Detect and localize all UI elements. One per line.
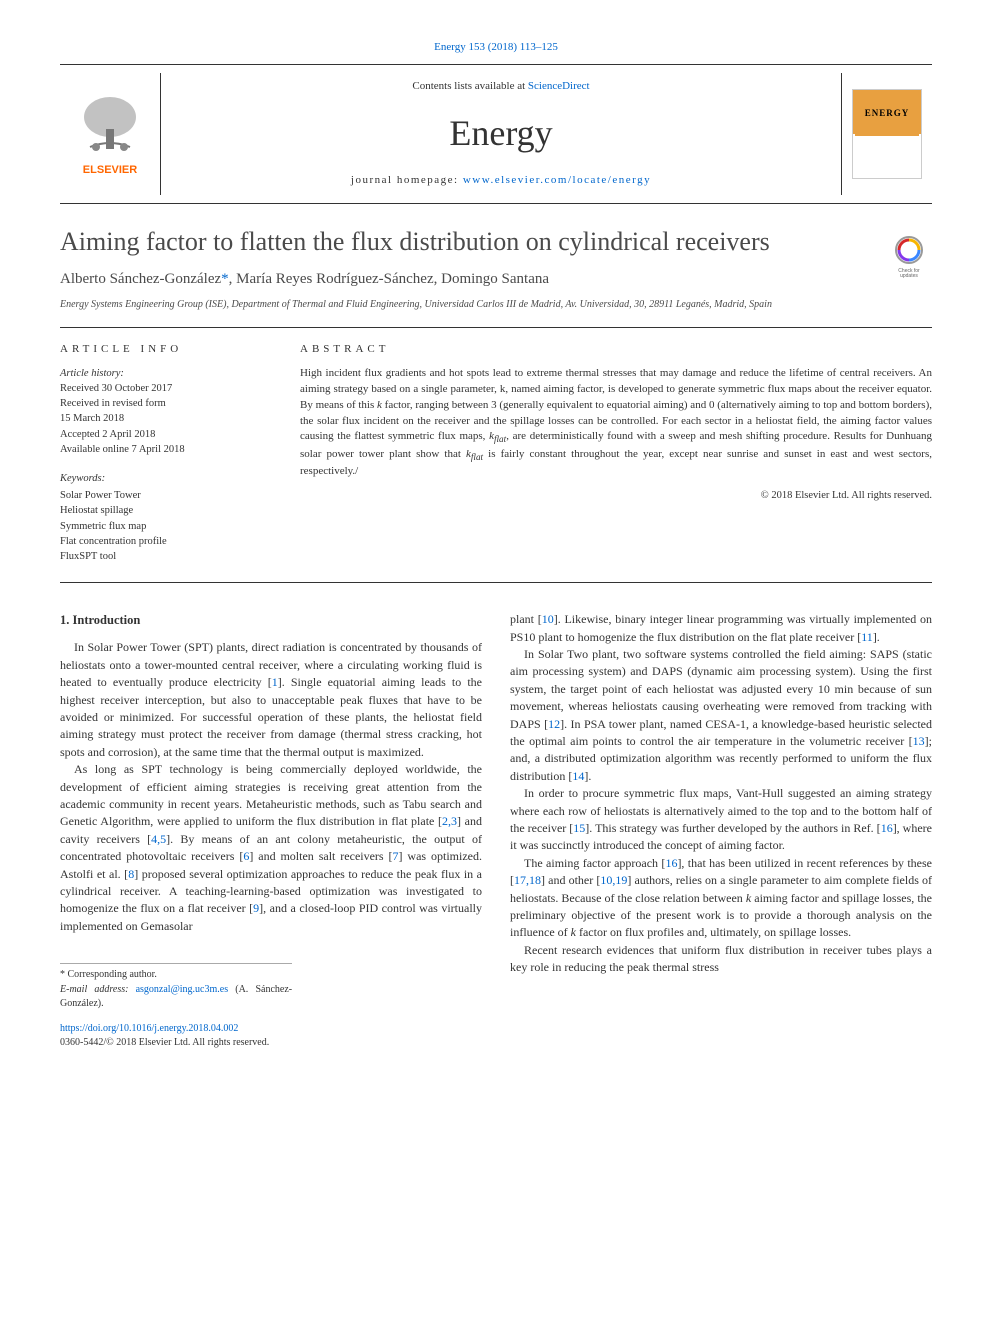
homepage-link[interactable]: www.elsevier.com/locate/energy [463,174,651,186]
cover-label: ENERGY [855,92,919,136]
paragraph: As long as SPT technology is being comme… [60,761,482,935]
paragraph: In order to procure symmetric flux maps,… [510,785,932,855]
abstract-copyright: © 2018 Elsevier Ltd. All rights reserved… [300,488,932,503]
column-left: 1. Introduction In Solar Power Tower (SP… [60,611,482,1050]
corr-email-link[interactable]: asgonzal@ing.uc3m.es [136,984,229,995]
history-item: Accepted 2 April 2018 [60,427,260,442]
banner-center: Contents lists available at ScienceDirec… [160,73,842,195]
sciencedirect-link[interactable]: ScienceDirect [528,80,590,92]
paragraph: The aiming factor approach [16], that ha… [510,855,932,942]
author-1: Alberto Sánchez-González [60,271,221,287]
corr-line: * Corresponding author. [60,968,292,983]
title-block: Check for updates Aiming factor to flatt… [60,226,932,328]
abstract-block: abstract High incident flux gradients an… [300,342,932,565]
keyword: FluxSPT tool [60,549,260,564]
keyword: Solar Power Tower [60,488,260,503]
column-right: plant [10]. Likewise, binary integer lin… [510,611,932,1050]
abstract-text: High incident flux gradients and hot spo… [300,366,932,481]
keyword: Symmetric flux map [60,519,260,534]
authors-line: Alberto Sánchez-González*, María Reyes R… [60,269,932,291]
body-columns: 1. Introduction In Solar Power Tower (SP… [60,611,932,1050]
homepage-line: journal homepage: www.elsevier.com/locat… [171,173,831,189]
cover-thumb-cell: ENERGY [842,89,932,179]
history-item: Received 30 October 2017 [60,381,260,396]
journal-banner: ELSEVIER Contents lists available at Sci… [60,64,932,204]
journal-name: Energy [171,107,831,159]
keyword: Flat concentration profile [60,534,260,549]
issn-line: 0360-5442/© 2018 Elsevier Ltd. All right… [60,1037,269,1048]
paragraph: plant [10]. Likewise, binary integer lin… [510,611,932,646]
elsevier-tree-icon: ELSEVIER [70,89,150,179]
corresponding-footer: * Corresponding author. E-mail address: … [60,963,292,1012]
contents-prefix: Contents lists available at [412,80,527,92]
contents-line: Contents lists available at ScienceDirec… [171,79,831,95]
paper-title: Aiming factor to flatten the flux distri… [60,226,932,259]
homepage-prefix: journal homepage: [351,174,463,186]
history-item: Available online 7 April 2018 [60,442,260,457]
email-label: E-mail address: [60,984,136,995]
paragraph: In Solar Power Tower (SPT) plants, direc… [60,639,482,761]
history-item: Received in revised form [60,396,260,411]
affiliation: Energy Systems Engineering Group (ISE), … [60,298,932,313]
publine-link[interactable]: Energy 153 (2018) 113–125 [434,41,558,53]
paragraph: Recent research evidences that uniform f… [510,942,932,977]
article-info-block: article info Article history: Received 3… [60,342,260,565]
journal-cover-icon: ENERGY [852,89,922,179]
author-2: María Reyes Rodríguez-Sánchez [236,271,433,287]
section-heading-intro: 1. Introduction [60,611,482,629]
doi-link[interactable]: https://doi.org/10.1016/j.energy.2018.04… [60,1023,238,1034]
history-label: Article history: [60,366,260,381]
elsevier-logo-cell: ELSEVIER [60,89,160,179]
crossmark-icon[interactable]: Check for updates [886,232,932,278]
author-3: Domingo Santana [441,271,549,287]
doi-block: https://doi.org/10.1016/j.energy.2018.04… [60,1022,482,1051]
keywords-label: Keywords: [60,471,260,486]
email-line: E-mail address: asgonzal@ing.uc3m.es (A.… [60,983,292,1012]
article-info-heading: article info [60,342,260,358]
meta-row: article info Article history: Received 3… [60,328,932,584]
svg-text:updates: updates [900,273,918,278]
corr-mark[interactable]: * [221,271,229,287]
abstract-heading: abstract [300,342,932,358]
history-item: 15 March 2018 [60,411,260,426]
elsevier-label-text: ELSEVIER [83,164,137,176]
paragraph: In Solar Two plant, two software systems… [510,646,932,785]
publication-line: Energy 153 (2018) 113–125 [60,40,932,56]
keyword: Heliostat spillage [60,503,260,518]
